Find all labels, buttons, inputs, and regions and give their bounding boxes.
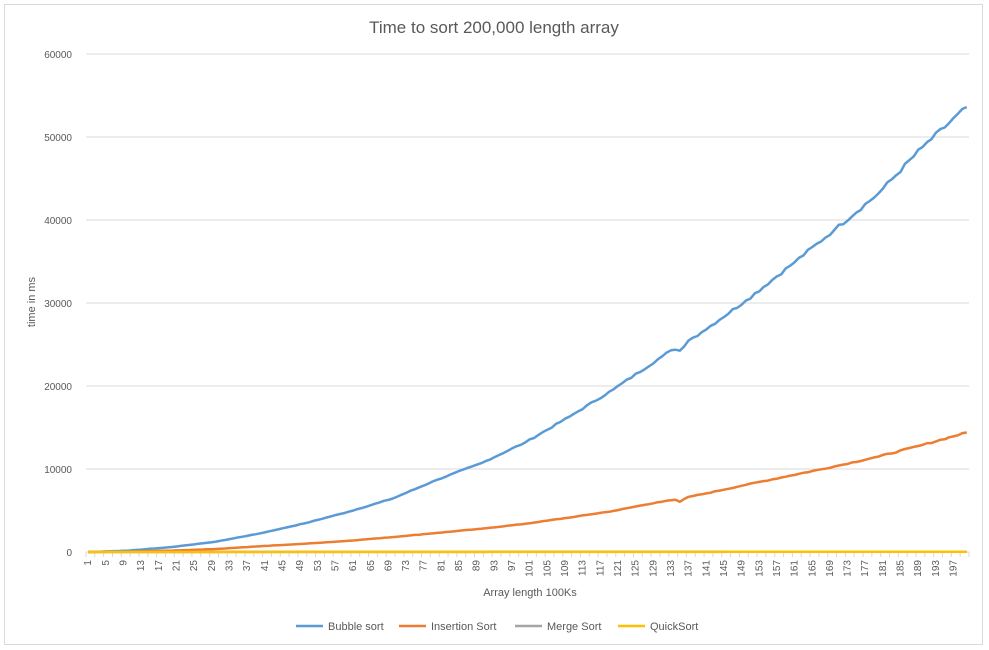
x-tick-label: 117 xyxy=(595,560,606,576)
x-tick-label: 29 xyxy=(207,560,218,572)
x-tick-label: 109 xyxy=(560,560,571,577)
x-tick-label: 17 xyxy=(154,560,165,572)
x-tick-label: 21 xyxy=(172,560,183,572)
y-tick-label: 30000 xyxy=(44,299,72,310)
y-axis-title: time in ms xyxy=(26,276,38,327)
x-tick-label: 9 xyxy=(119,560,130,566)
x-tick-label: 169 xyxy=(825,560,836,577)
x-tick-label: 181 xyxy=(878,560,889,577)
y-tick-label: 50000 xyxy=(44,133,72,144)
x-axis-title: Array length 100Ks xyxy=(483,587,577,599)
series-lines xyxy=(88,105,968,554)
x-tick-label: 89 xyxy=(472,560,483,572)
legend-label: Merge Sort xyxy=(547,621,601,633)
x-tick-label: 153 xyxy=(754,560,765,577)
x-tick-label: 85 xyxy=(454,560,465,572)
x-tick-label: 97 xyxy=(507,560,518,572)
x-tick-label: 77 xyxy=(419,560,430,572)
x-tick-label: 121 xyxy=(613,560,624,577)
legend-label: Bubble sort xyxy=(328,621,384,633)
y-tick-label: 20000 xyxy=(44,382,72,393)
x-tick-label: 57 xyxy=(330,560,341,572)
y-axis-ticks: 0 10000 20000 30000 40000 50000 60000 xyxy=(44,50,72,559)
x-tick-label: 37 xyxy=(242,560,253,572)
y-tick-label: 40000 xyxy=(44,216,72,227)
x-tick-label: 69 xyxy=(383,560,394,572)
x-tick-label: 173 xyxy=(843,560,854,577)
x-tick-label: 189 xyxy=(913,560,924,577)
x-tick-label: 105 xyxy=(542,560,553,577)
gridlines xyxy=(86,53,969,470)
y-tick-label: 60000 xyxy=(44,50,72,61)
x-tick-label: 33 xyxy=(224,560,235,572)
x-tick-label: 113 xyxy=(578,560,589,576)
x-tick-label: 157 xyxy=(772,560,783,577)
x-tick-label: 185 xyxy=(896,560,907,577)
series-line xyxy=(88,105,968,554)
x-tick-label: 93 xyxy=(489,560,500,572)
x-tick-label: 193 xyxy=(931,560,942,577)
x-tick-label: 25 xyxy=(189,560,200,572)
x-tick-label: 197 xyxy=(949,560,960,577)
x-tick-label: 53 xyxy=(313,560,324,572)
x-tick-label: 133 xyxy=(666,560,677,577)
x-tick-label: 177 xyxy=(860,560,871,577)
x-tick-label: 161 xyxy=(790,560,801,577)
x-tick-label: 81 xyxy=(436,560,447,572)
legend-label: Insertion Sort xyxy=(431,621,496,633)
x-tick-label: 137 xyxy=(684,560,695,577)
x-tick-label: 141 xyxy=(701,560,712,577)
x-tick-label: 1 xyxy=(83,560,94,566)
x-tick-label: 41 xyxy=(260,560,271,572)
x-tick-label: 65 xyxy=(366,560,377,572)
legend-label: QuickSort xyxy=(650,621,698,633)
x-tick-label: 129 xyxy=(648,560,659,577)
x-tick-label: 145 xyxy=(719,560,730,577)
legend: Bubble sort Insertion Sort Merge Sort Quick… xyxy=(296,621,698,633)
x-tick-label: 149 xyxy=(737,560,748,577)
x-axis-ticks: 1 5 9 13 17 21 25 29 33 37 41 45 49 53 57 61 65 69 73 77 81 8… xyxy=(83,560,959,577)
x-tick-label: 165 xyxy=(807,560,818,577)
x-tick-label: 61 xyxy=(348,560,359,572)
x-tick-label: 49 xyxy=(295,560,306,572)
chart-frame xyxy=(4,4,983,645)
y-tick-label: 0 xyxy=(66,548,72,559)
x-tick-label: 101 xyxy=(525,560,536,577)
x-tick-label: 45 xyxy=(277,560,288,572)
x-tick-label: 5 xyxy=(101,560,112,566)
x-tick-label: 73 xyxy=(401,560,412,572)
x-tick-label: 13 xyxy=(136,560,147,572)
series-line xyxy=(88,431,967,554)
chart-title: Time to sort 200,000 length array xyxy=(369,18,619,37)
x-tick-label: 125 xyxy=(631,560,642,577)
y-tick-label: 10000 xyxy=(44,465,72,476)
